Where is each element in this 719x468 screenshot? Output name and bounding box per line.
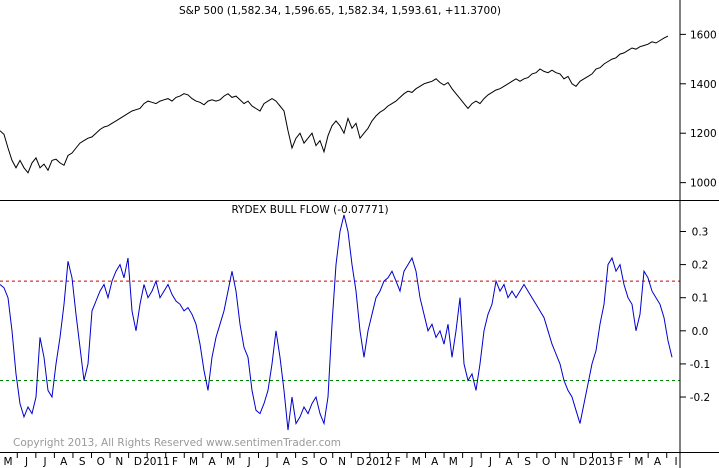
x-tick-label: O <box>97 456 105 468</box>
sp500-line <box>0 35 669 174</box>
x-tick-label: A <box>283 456 291 468</box>
x-tick-label: M <box>189 456 198 468</box>
price-y-tick-label: 1400 <box>690 79 717 91</box>
x-tick-label: I <box>674 456 677 468</box>
x-tick-label: 2013 <box>588 456 615 468</box>
x-tick-label: A <box>654 456 662 468</box>
x-tick-label: O <box>319 456 327 468</box>
x-tick-label: M <box>226 456 235 468</box>
indicator-panel: RYDEX BULL FLOW (-0.07771) -0.2 -0.1 0.0 0.… <box>0 204 710 431</box>
x-tick-label: D <box>134 456 142 468</box>
price-y-tick-label: 1000 <box>690 178 717 190</box>
x-tick-label: N <box>561 456 569 468</box>
x-tick-label: A <box>431 456 439 468</box>
x-tick-label: F <box>395 456 401 468</box>
x-axis: M J J A S O N D 2011 F M A M J J A S O N D 2012 F M A M J J A S O N D 20… <box>3 452 678 468</box>
x-tick-label: M <box>412 456 421 468</box>
rydex-bull-flow-line <box>0 214 673 431</box>
x-tick-label: M <box>634 456 643 468</box>
x-tick-label: D <box>357 456 365 468</box>
x-tick-label: J <box>265 456 269 468</box>
x-tick-label: S <box>524 456 531 468</box>
x-tick-label: J <box>24 456 28 468</box>
price-y-tick-label: 1200 <box>690 128 717 140</box>
price-y-axis: 1000 1200 1400 1600 <box>680 29 717 190</box>
x-tick-label: N <box>115 456 123 468</box>
x-tick-label: 2011 <box>143 456 170 468</box>
price-series-layer <box>0 35 669 174</box>
indicator-y-tick-label: 0.3 <box>692 226 709 238</box>
price-y-tick-label: 1600 <box>690 29 717 41</box>
indicator-y-tick-label: 0.1 <box>692 293 709 305</box>
indicator-panel-title: RYDEX BULL FLOW (-0.07771) <box>231 204 388 216</box>
price-panel-title: S&P 500 (1,582.34, 1,596.65, 1,582.34, 1… <box>179 5 501 17</box>
x-tick-label: O <box>542 456 550 468</box>
x-tick-label: D <box>579 456 587 468</box>
indicator-y-tick-label: 0.0 <box>692 326 709 338</box>
x-tick-label: M <box>3 456 12 468</box>
indicator-y-tick-label: 0.2 <box>692 260 709 272</box>
x-tick-label: S <box>302 456 309 468</box>
x-tick-label: A <box>505 456 513 468</box>
x-tick-label: J <box>469 456 473 468</box>
x-tick-label: F <box>617 456 623 468</box>
x-tick-label: A <box>60 456 68 468</box>
x-tick-label: 2012 <box>366 456 393 468</box>
copyright-text: Copyright 2013, All Rights Reserved www.… <box>13 437 342 449</box>
indicator-y-tick-label: -0.2 <box>690 392 711 404</box>
x-tick-label: J <box>43 456 47 468</box>
x-tick-label: F <box>172 456 178 468</box>
x-tick-label: S <box>79 456 86 468</box>
x-tick-label: M <box>449 456 458 468</box>
indicator-y-tick-label: -0.1 <box>690 359 711 371</box>
x-tick-label: J <box>247 456 251 468</box>
indicator-y-axis: -0.2 -0.1 0.0 0.1 0.2 0.3 <box>680 226 710 404</box>
x-tick-label: A <box>209 456 217 468</box>
indicator-reference-lines <box>0 280 680 381</box>
x-tick-label: J <box>488 456 492 468</box>
x-tick-label: N <box>338 456 346 468</box>
price-panel: S&P 500 (1,582.34, 1,596.65, 1,582.34, 1… <box>0 5 717 190</box>
indicator-series-layer <box>0 214 673 431</box>
